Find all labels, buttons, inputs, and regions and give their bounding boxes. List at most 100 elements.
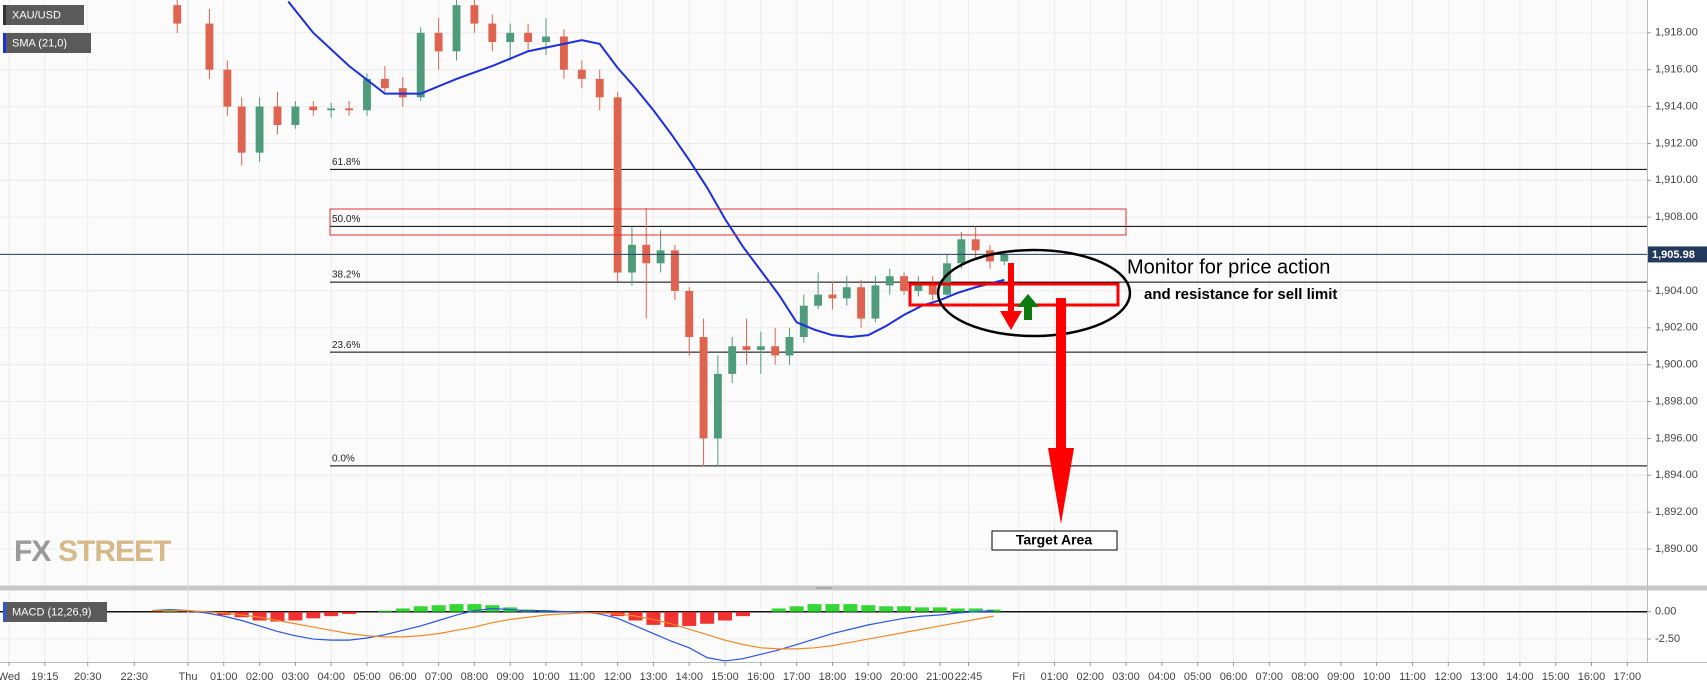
- candle-body: [470, 5, 479, 24]
- x-tick-label: 19:00: [854, 671, 882, 683]
- x-tick-label: 14:00: [1506, 671, 1534, 683]
- macd-histogram-bar: [288, 611, 303, 621]
- macd-histogram-bar: [682, 611, 697, 626]
- macd-histogram-bar: [914, 607, 929, 612]
- candle-body: [971, 239, 980, 251]
- macd-histogram-bar: [807, 604, 822, 612]
- x-tick-label: 03:00: [282, 671, 310, 683]
- x-tick-label: 06:00: [389, 671, 417, 683]
- y-tick-label: 1,912.00: [1655, 137, 1698, 149]
- candle-body: [309, 106, 318, 111]
- macd-histogram-bar: [324, 611, 339, 617]
- x-tick-label: 17:00: [1614, 671, 1642, 683]
- x-tick-label: 14:00: [675, 671, 703, 683]
- macd-histogram-bar: [718, 611, 733, 621]
- macd-histogram-bar: [270, 611, 285, 622]
- macd-histogram-bar: [771, 608, 786, 612]
- candle-body: [799, 305, 808, 338]
- x-tick-label: 12:00: [1435, 671, 1463, 683]
- x-tick-label: 06:00: [1220, 671, 1248, 683]
- legend-macd: MACD (12,26,9): [12, 606, 91, 618]
- macd-histogram-bar: [932, 607, 947, 612]
- candle-body: [452, 5, 461, 52]
- arrow-small-down: [1000, 263, 1022, 330]
- x-tick-label: Fri: [1012, 671, 1025, 683]
- candle-body: [595, 78, 604, 98]
- macd-histogram-bar: [700, 611, 715, 624]
- x-tick-label: 22:30: [121, 671, 149, 683]
- macd-y-tick-label: 0.00: [1655, 606, 1676, 618]
- fib-label: 61.8%: [332, 157, 360, 168]
- macd-histogram-bar: [735, 611, 750, 617]
- x-tick-label: 03:00: [1112, 671, 1140, 683]
- candle-body: [223, 69, 232, 107]
- candle-body: [542, 36, 550, 43]
- candle-body: [685, 290, 694, 338]
- candle-body: [713, 373, 722, 439]
- resistance-zone: [329, 208, 1127, 236]
- candle-body: [699, 337, 708, 439]
- macd-histogram-bar: [950, 608, 965, 612]
- macd-histogram-bar: [377, 610, 392, 612]
- macd-histogram-bar: [968, 608, 983, 612]
- legend-sma-mark: [3, 33, 6, 53]
- fib-label: 23.6%: [332, 340, 360, 351]
- candle-body: [506, 32, 515, 43]
- y-tick-label: 1,898.00: [1655, 395, 1698, 407]
- candle-body: [785, 337, 794, 356]
- x-tick-label: Thu: [178, 671, 197, 683]
- last-price-label: 1,905.98: [1652, 249, 1695, 261]
- y-tick-label: 1,894.00: [1655, 469, 1698, 481]
- x-tick-label: 10:00: [532, 671, 560, 683]
- macd-histogram-bar: [825, 604, 840, 612]
- candle-body: [957, 239, 966, 264]
- macd-histogram-bar: [879, 606, 894, 612]
- x-tick-label: 20:00: [890, 671, 918, 683]
- candle-body: [656, 250, 665, 264]
- candle-body: [871, 285, 880, 319]
- x-tick-label: 22:45: [955, 671, 983, 683]
- sma-line: [287, 0, 1005, 339]
- candle-body: [363, 78, 371, 111]
- x-tick-label: 04:00: [317, 671, 345, 683]
- macd-histogram-bar: [843, 604, 858, 612]
- x-tick-label: 12:00: [604, 671, 632, 683]
- candle-body: [914, 285, 923, 291]
- macd-histogram-bar: [467, 604, 482, 612]
- y-tick-label: 1,914.00: [1655, 100, 1698, 112]
- x-tick-label: 07:00: [1255, 671, 1283, 683]
- candle-body: [488, 23, 497, 43]
- x-tick-label: 07:00: [425, 671, 453, 683]
- macd-y-tick-label: -2.50: [1655, 633, 1680, 645]
- macd-histogram-bar: [252, 611, 267, 621]
- x-tick-label: 05:00: [1184, 671, 1212, 683]
- x-tick-label: 17:00: [783, 671, 811, 683]
- x-tick-label: 05:00: [353, 671, 381, 683]
- arrow-target: [1048, 298, 1074, 524]
- x-tick-label: Wed: [0, 671, 20, 683]
- fib-label: 38.2%: [332, 270, 360, 281]
- annotation-resistance: and resistance for sell limit: [1144, 286, 1337, 303]
- macd-histogram-bar: [342, 611, 357, 614]
- candle-body: [345, 108, 354, 111]
- annotation-monitor: Monitor for price action: [1127, 256, 1330, 278]
- candle-body: [237, 106, 246, 153]
- fib-label: 50.0%: [332, 214, 360, 225]
- x-tick-label: 18:00: [819, 671, 847, 683]
- x-tick-label: 13:00: [1470, 671, 1498, 683]
- target-box: [991, 530, 1118, 551]
- candle-body: [628, 244, 636, 273]
- macd-plot: [152, 604, 1001, 662]
- macd-histogram-bar: [413, 606, 428, 612]
- x-tick-label: 01:00: [1041, 671, 1069, 683]
- candle-body: [828, 294, 837, 299]
- candle-body: [814, 294, 823, 306]
- candle-body: [577, 69, 586, 79]
- candle-body: [728, 346, 737, 374]
- candle-body: [327, 108, 336, 111]
- candle-body: [380, 78, 389, 89]
- candle-body: [857, 287, 866, 319]
- x-tick-label: 08:00: [461, 671, 489, 683]
